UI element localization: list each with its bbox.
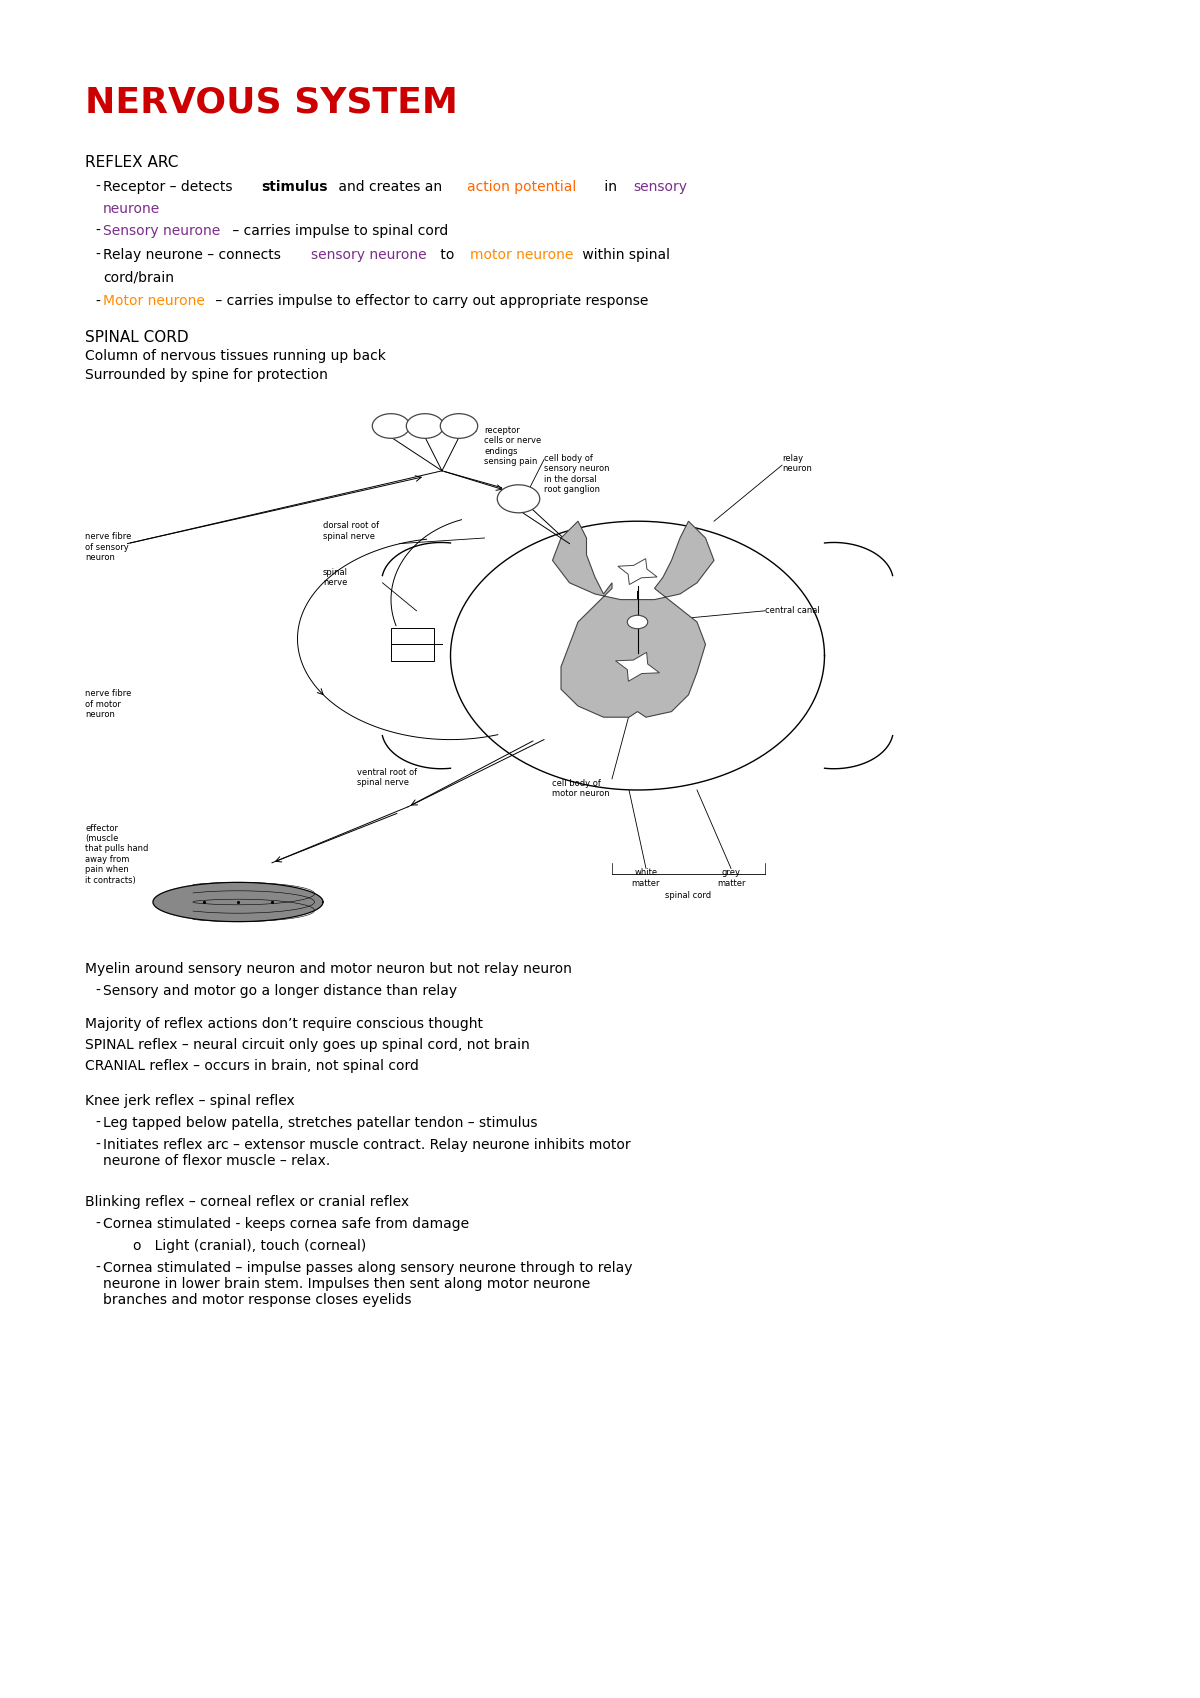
Text: sensory: sensory <box>634 180 688 194</box>
Text: -: - <box>95 294 100 309</box>
Text: -: - <box>95 1262 100 1275</box>
Text: receptor
cells or nerve
endings
sensing pain: receptor cells or nerve endings sensing … <box>485 426 541 467</box>
Text: and creates an: and creates an <box>334 180 446 194</box>
Text: dorsal root of
spinal nerve: dorsal root of spinal nerve <box>323 521 379 540</box>
Text: -: - <box>95 1217 100 1231</box>
Text: nerve fibre
of motor
neuron: nerve fibre of motor neuron <box>85 689 131 718</box>
Circle shape <box>628 615 648 628</box>
Text: Majority of reflex actions don’t require conscious thought: Majority of reflex actions don’t require… <box>85 1017 482 1031</box>
Text: effector
(muscle
that pulls hand
away from
pain when
it contracts): effector (muscle that pulls hand away fr… <box>85 824 149 885</box>
Text: nerve fibre
of sensory
neuron: nerve fibre of sensory neuron <box>85 533 131 562</box>
Polygon shape <box>383 542 450 576</box>
Text: Knee jerk reflex – spinal reflex: Knee jerk reflex – spinal reflex <box>85 1094 295 1107</box>
Text: stimulus: stimulus <box>262 180 328 194</box>
Text: Sensory and motor go a longer distance than relay: Sensory and motor go a longer distance t… <box>103 983 457 998</box>
Text: within spinal: within spinal <box>578 248 670 261</box>
Text: white
matter: white matter <box>631 868 660 888</box>
Text: CRANIAL reflex – occurs in brain, not spinal cord: CRANIAL reflex – occurs in brain, not sp… <box>85 1058 419 1073</box>
Text: Motor neurone: Motor neurone <box>103 294 205 309</box>
Circle shape <box>497 486 540 513</box>
Text: Surrounded by spine for protection: Surrounded by spine for protection <box>85 368 328 382</box>
Polygon shape <box>616 652 660 681</box>
Text: -: - <box>95 983 100 998</box>
Text: grey
matter: grey matter <box>716 868 745 888</box>
Text: -: - <box>95 180 100 194</box>
Text: sensory neurone: sensory neurone <box>311 248 427 261</box>
Text: Blinking reflex – corneal reflex or cranial reflex: Blinking reflex – corneal reflex or cran… <box>85 1195 409 1209</box>
Text: -: - <box>95 1116 100 1129</box>
Text: Cornea stimulated – impulse passes along sensory neurone through to relay
neuron: Cornea stimulated – impulse passes along… <box>103 1262 632 1307</box>
Text: central canal: central canal <box>766 606 820 615</box>
Text: cell body of
sensory neuron
in the dorsal
root ganglion: cell body of sensory neuron in the dorsa… <box>544 453 610 494</box>
Text: to: to <box>437 248 460 261</box>
Text: SPINAL CORD: SPINAL CORD <box>85 329 188 345</box>
Circle shape <box>440 414 478 438</box>
Polygon shape <box>450 521 824 790</box>
Text: neurone: neurone <box>103 202 161 216</box>
Text: ventral root of
spinal nerve: ventral root of spinal nerve <box>358 767 418 786</box>
Text: -: - <box>95 224 100 238</box>
Text: spinal
nerve: spinal nerve <box>323 567 348 588</box>
Text: o   Light (cranial), touch (corneal): o Light (cranial), touch (corneal) <box>133 1240 366 1253</box>
Text: Initiates reflex arc – extensor muscle contract. Relay neurone inhibits motor
ne: Initiates reflex arc – extensor muscle c… <box>103 1138 631 1168</box>
Text: -: - <box>95 248 100 261</box>
Circle shape <box>407 414 444 438</box>
FancyBboxPatch shape <box>391 645 433 661</box>
Text: Column of nervous tissues running up back: Column of nervous tissues running up bac… <box>85 350 386 363</box>
Text: cord/brain: cord/brain <box>103 270 174 284</box>
Polygon shape <box>154 883 323 922</box>
Text: Receptor – detects: Receptor – detects <box>103 180 236 194</box>
Text: – carries impulse to effector to carry out appropriate response: – carries impulse to effector to carry o… <box>211 294 649 309</box>
Text: relay
neuron: relay neuron <box>782 453 812 474</box>
Text: in: in <box>600 180 622 194</box>
Text: motor neurone: motor neurone <box>469 248 574 261</box>
Text: -: - <box>95 1138 100 1151</box>
Text: spinal cord: spinal cord <box>666 891 712 900</box>
Polygon shape <box>824 542 893 576</box>
Text: Sensory neurone: Sensory neurone <box>103 224 221 238</box>
Text: NERVOUS SYSTEM: NERVOUS SYSTEM <box>85 85 458 119</box>
Text: Cornea stimulated - keeps cornea safe from damage: Cornea stimulated - keeps cornea safe fr… <box>103 1217 469 1231</box>
Text: Leg tapped below patella, stretches patellar tendon – stimulus: Leg tapped below patella, stretches pate… <box>103 1116 538 1129</box>
Polygon shape <box>383 735 450 769</box>
Text: Myelin around sensory neuron and motor neuron but not relay neuron: Myelin around sensory neuron and motor n… <box>85 961 572 976</box>
Text: Relay neurone – connects: Relay neurone – connects <box>103 248 286 261</box>
Polygon shape <box>824 735 893 769</box>
Polygon shape <box>618 559 658 584</box>
Circle shape <box>372 414 409 438</box>
Text: action potential: action potential <box>467 180 576 194</box>
Text: – carries impulse to spinal cord: – carries impulse to spinal cord <box>228 224 449 238</box>
Text: cell body of
motor neuron: cell body of motor neuron <box>552 779 610 798</box>
Polygon shape <box>552 521 714 717</box>
FancyBboxPatch shape <box>391 628 433 645</box>
Text: SPINAL reflex – neural circuit only goes up spinal cord, not brain: SPINAL reflex – neural circuit only goes… <box>85 1037 529 1051</box>
Text: REFLEX ARC: REFLEX ARC <box>85 155 179 170</box>
